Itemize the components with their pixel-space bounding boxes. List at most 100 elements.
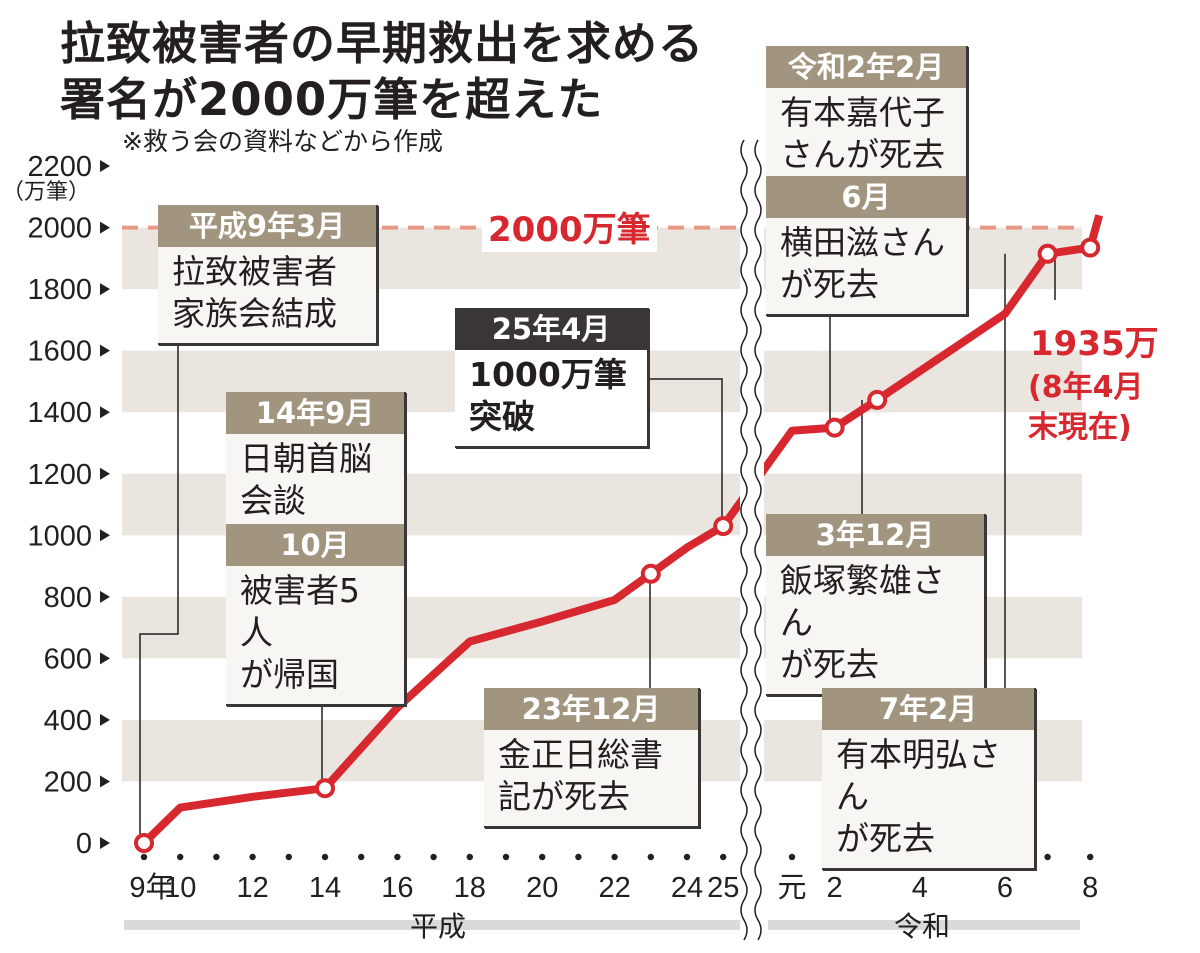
x-tick-dot <box>502 853 510 861</box>
leader-line <box>139 325 179 843</box>
y-tick-label: 1200 <box>27 459 92 491</box>
x-tick-dot <box>285 853 292 861</box>
y-tick-arrow <box>100 406 110 419</box>
y-tick-arrow <box>100 160 110 173</box>
y-tick-arrow <box>100 590 110 603</box>
x-tick-label: 9年 <box>129 871 174 904</box>
x-tick-dot <box>647 853 654 861</box>
event-date: 14年9月 <box>226 392 404 434</box>
event-text: 有本嘉代子 さんが死去 <box>766 88 966 184</box>
x-tick-dot <box>430 853 437 861</box>
x-tick-dot <box>539 853 546 861</box>
x-tick-dot <box>394 853 401 861</box>
y-tick-arrow <box>100 713 110 726</box>
break-line-right <box>754 139 762 941</box>
threshold-label: 2000万筆 <box>482 208 657 252</box>
event-date: 25年4月 <box>455 308 647 350</box>
x-tick-dot <box>575 853 582 861</box>
event-date: 7年2月 <box>822 688 1034 730</box>
y-tick-arrow <box>100 283 110 296</box>
y-tick-label: 400 <box>44 705 92 737</box>
x-tick-dot <box>788 853 796 861</box>
y-tick-arrow <box>100 837 110 849</box>
chart-title: 拉致被害者の早期救出を求める 署名が2000万筆を超えた <box>60 17 705 126</box>
event-date: 6月 <box>766 176 966 218</box>
x-tick-label: 4 <box>912 872 928 904</box>
y-tick-arrow <box>100 467 110 480</box>
x-tick-label: 14 <box>309 872 341 904</box>
x-tick-dot <box>683 853 691 861</box>
event-box-yokota-shigeru: 6月 横田滋さん が死去 <box>766 176 968 316</box>
series-markers <box>134 237 1101 853</box>
y-tick-arrow <box>100 529 110 542</box>
event-text: 拉致被害者 家族会結成 <box>158 247 376 343</box>
x-tick-dot <box>358 853 365 861</box>
x-tick-dot <box>611 853 618 861</box>
x-tick-dot <box>1044 853 1051 861</box>
era-label-heisei: 平成 <box>410 911 466 942</box>
y-unit-label: （万筆） <box>2 180 91 205</box>
y-tick-label: 1000 <box>27 520 92 552</box>
event-box-family-association: 平成9年3月 拉致被害者 家族会結成 <box>158 205 378 345</box>
data-point-marker <box>824 417 845 438</box>
x-tick-label: 6 <box>997 872 1013 904</box>
y-tick-label: 1600 <box>27 336 92 368</box>
event-date: 平成9年3月 <box>158 205 376 247</box>
x-tick-label: 12 <box>236 872 268 904</box>
x-tick-label: 20 <box>526 872 558 904</box>
y-tick-label: 200 <box>44 766 92 798</box>
event-text: 被害者5人 が帰国 <box>226 566 404 704</box>
event-text: 飯塚繁雄さん が死去 <box>766 556 984 694</box>
x-tick-label: 2 <box>827 872 843 904</box>
data-point-marker <box>1037 243 1058 264</box>
x-tick-label: 25 <box>707 872 739 904</box>
x-tick-label: 10 <box>164 872 196 904</box>
break-line-left <box>740 139 748 941</box>
x-tick-dot <box>466 853 473 861</box>
y-tick-label: 0 <box>76 828 92 860</box>
x-tick-dot <box>140 853 148 861</box>
y-axis: 0 200 400 600 800 1000 1200 1400 1600 1800 2000 220… <box>27 151 110 860</box>
event-date: 23年12月 <box>484 688 698 730</box>
source-note: ※救う会の資料などから作成 <box>122 127 443 156</box>
series-line <box>141 214 1104 846</box>
data-point-marker <box>867 389 888 410</box>
y-tick-label: 2200 <box>27 151 92 183</box>
x-tick-dot <box>321 853 329 861</box>
era-bar-heisei <box>124 920 740 930</box>
y-tick-arrow <box>100 221 110 234</box>
event-date: 10月 <box>226 524 404 566</box>
event-date: 令和2年2月 <box>766 46 966 88</box>
y-tick-label: 800 <box>44 582 92 614</box>
event-text: 有本明弘さん が死去 <box>822 730 1034 868</box>
current-date-line1: (8年4月 <box>1028 370 1144 405</box>
y-tick-arrow <box>100 775 110 788</box>
x-tick-label: 18 <box>454 872 486 904</box>
event-box-10m-signatures: 25年4月 1000万筆 突破 <box>455 308 649 448</box>
leader-lines <box>139 247 1056 843</box>
axis-break <box>740 139 764 941</box>
y-tick-label: 600 <box>44 643 92 675</box>
event-text: 横田滋さん が死去 <box>766 218 966 314</box>
x-tick-label: 22 <box>598 872 630 904</box>
event-box-return: 10月 被害者5人 が帰国 <box>226 524 406 706</box>
data-point-marker <box>315 778 335 799</box>
event-box-summit: 14年9月 日朝首脳 会談 <box>226 392 406 532</box>
y-tick-arrow <box>100 652 110 665</box>
era-bar-reiwa <box>768 920 1080 930</box>
y-tick-label: 2000 <box>27 213 92 245</box>
data-point-marker <box>713 516 734 537</box>
x-tick-dot <box>1087 853 1094 861</box>
event-text: 金正日総書 記が死去 <box>484 730 698 826</box>
x-tick-dot <box>213 853 220 861</box>
event-box-kim-jong-il: 23年12月 金正日総書 記が死去 <box>484 688 700 828</box>
x-tick-dot <box>720 853 727 861</box>
x-tick-label: 元 <box>777 872 806 904</box>
leader-line <box>647 378 723 527</box>
y-tick-label: 1800 <box>27 274 92 306</box>
event-box-arimoto-kayoko: 令和2年2月 有本嘉代子 さんが死去 <box>766 46 968 186</box>
y-tick-arrow <box>100 344 110 357</box>
current-date-line2: 末現在) <box>1028 410 1132 445</box>
x-tick-dot <box>249 853 256 861</box>
